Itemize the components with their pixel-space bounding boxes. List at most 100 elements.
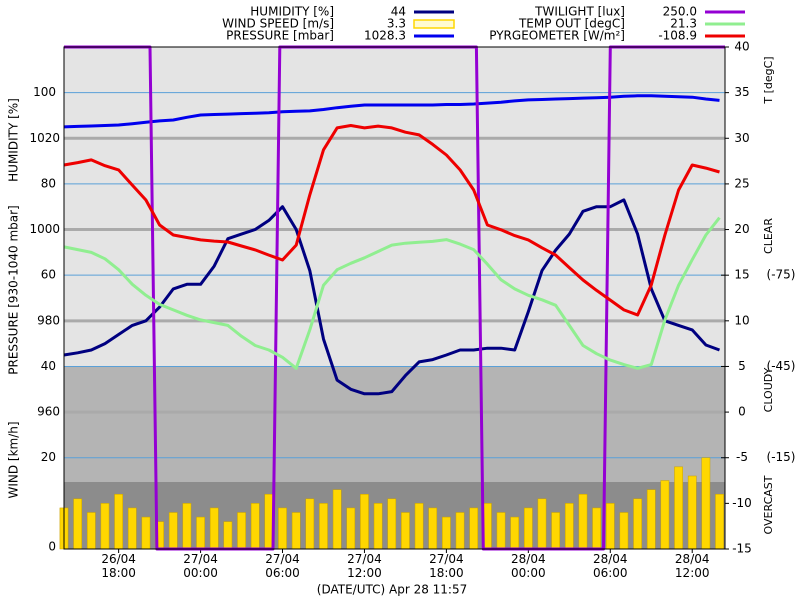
x-tick-label-part: 27/04 — [347, 552, 382, 566]
x-tick-label-part: 12:00 — [347, 566, 382, 580]
wind-bar — [250, 503, 260, 550]
wind-bar — [592, 507, 601, 550]
wind-bar — [442, 516, 451, 550]
wind-bar — [414, 503, 424, 550]
wind-bar — [510, 516, 520, 550]
wind-bar — [168, 512, 178, 550]
wind-bar — [291, 512, 301, 550]
temp-tick-label: -15 — [732, 542, 752, 556]
wind-bar — [633, 498, 642, 550]
wind-bar — [715, 493, 724, 550]
wind-bar — [619, 512, 629, 550]
legend-value: 3.3 — [387, 17, 406, 31]
temp-tick-label: 15 — [734, 268, 749, 282]
wind-bar — [86, 512, 96, 550]
wind-bar — [455, 512, 465, 550]
sky-label: CLEAR — [762, 218, 775, 254]
temp-tick-label: 10 — [734, 313, 749, 327]
x-tick-label-part: 18:00 — [429, 566, 464, 580]
wind-bar — [223, 521, 233, 550]
wind-bar — [360, 493, 369, 550]
wind-bar — [332, 489, 342, 550]
series-line — [63, 216, 721, 370]
temp-tick-label: 35 — [734, 85, 749, 99]
wind-bar — [428, 507, 438, 550]
x-tick-label-part: 28/04 — [593, 552, 628, 566]
x-tick-label-part: 12:00 — [675, 566, 710, 580]
wind-bar — [469, 507, 479, 550]
legend-label: PYRGEOMETER [W/m²] — [489, 29, 625, 43]
x-tick-label: 28/04 00:00 — [511, 552, 546, 580]
x-tick-label: 27/04 00:00 — [183, 552, 218, 580]
pressure-tick-label: 1000 — [29, 222, 60, 236]
legend-swatch — [413, 19, 455, 29]
wind-bar — [73, 498, 83, 550]
legend-value: 1028.3 — [364, 29, 406, 43]
wind-bar — [660, 480, 670, 550]
wind-bar — [646, 489, 656, 550]
x-tick-label-part: 06:00 — [593, 566, 628, 580]
x-tick-label: 28/04 06:00 — [593, 552, 628, 580]
sky-label: CLOUDY — [762, 367, 775, 412]
legend-label: PRESSURE [mbar] — [226, 29, 334, 43]
humidity-tick-label: 80 — [41, 176, 56, 190]
wind-bar — [701, 457, 711, 550]
x-tick-label-part: 06:00 — [265, 566, 300, 580]
pressure-tick-label: 980 — [37, 313, 60, 327]
wind-tick-label: 20 — [41, 450, 56, 464]
pressure-tick-label: 1020 — [29, 131, 60, 145]
series-line — [63, 198, 721, 396]
sky-label: OVERCAST — [762, 475, 775, 534]
x-tick-label-part: 27/04 — [183, 552, 218, 566]
temp-axis-title: T [degC] — [762, 56, 775, 104]
pyrgeometer-tick-label: (-75) — [767, 268, 796, 282]
x-tick-label: 27/04 12:00 — [347, 552, 382, 580]
wind-bar — [674, 466, 683, 550]
wind-bar — [387, 498, 397, 550]
humidity-axis-title: HUMIDITY [%] — [7, 98, 21, 182]
legend-label: WIND SPEED [m/s] — [222, 17, 334, 31]
legend-value: 21.3 — [670, 17, 697, 31]
legend-value: -108.9 — [658, 29, 697, 43]
temp-tick-label: 25 — [734, 176, 749, 190]
wind-bar — [127, 507, 137, 550]
temp-tick-label: -5 — [736, 450, 748, 464]
plot-frame — [63, 46, 726, 550]
wind-bar — [401, 512, 410, 550]
wind-bar — [196, 516, 205, 550]
x-tick-label: 27/04 06:00 — [265, 552, 300, 580]
legend-label: TEMP OUT [degC] — [518, 17, 625, 31]
x-tick-label-part: 18:00 — [101, 566, 136, 580]
temp-tick-label: 30 — [734, 131, 749, 145]
wind-bar — [278, 507, 287, 550]
temp-tick-label: 0 — [738, 405, 746, 419]
temp-tick-label: 40 — [734, 40, 749, 54]
x-tick-label-part: 27/04 — [265, 552, 300, 566]
wind-bar — [346, 507, 356, 550]
x-tick-label-part: 00:00 — [511, 566, 546, 580]
legend-value: 44 — [391, 5, 406, 19]
wind-bar — [523, 507, 533, 550]
pressure-axis-title: PRESSURE [930-1040 mbar] — [7, 205, 21, 374]
wind-bar — [305, 498, 315, 550]
x-tick-label-part: 26/04 — [101, 552, 136, 566]
series-line — [63, 124, 720, 317]
humidity-tick-label: 100 — [33, 85, 56, 99]
wind-tick-label: 0 — [48, 540, 56, 554]
wind-bar — [373, 503, 383, 550]
legend-value: 250.0 — [663, 5, 697, 19]
wind-bar — [182, 503, 192, 550]
legend-label: HUMIDITY [%] — [250, 5, 334, 19]
pyrgeometer-tick-label: (-45) — [767, 359, 796, 373]
legend: HUMIDITY [%] 44 WIND SPEED [m/s] 3.3 PRESSUR… — [222, 5, 745, 43]
x-tick-label: 26/04 18:00 — [101, 552, 136, 580]
x-tick-label-part: 00:00 — [183, 566, 218, 580]
pressure-tick-label: 960 — [37, 405, 60, 419]
wind-bar — [496, 512, 506, 550]
legend-label: TWILIGHT [lux] — [534, 5, 625, 19]
wind-bar — [537, 498, 547, 550]
wind-bar — [100, 503, 110, 550]
humidity-tick-label: 40 — [41, 359, 56, 373]
temp-tick-label: 20 — [734, 222, 749, 236]
